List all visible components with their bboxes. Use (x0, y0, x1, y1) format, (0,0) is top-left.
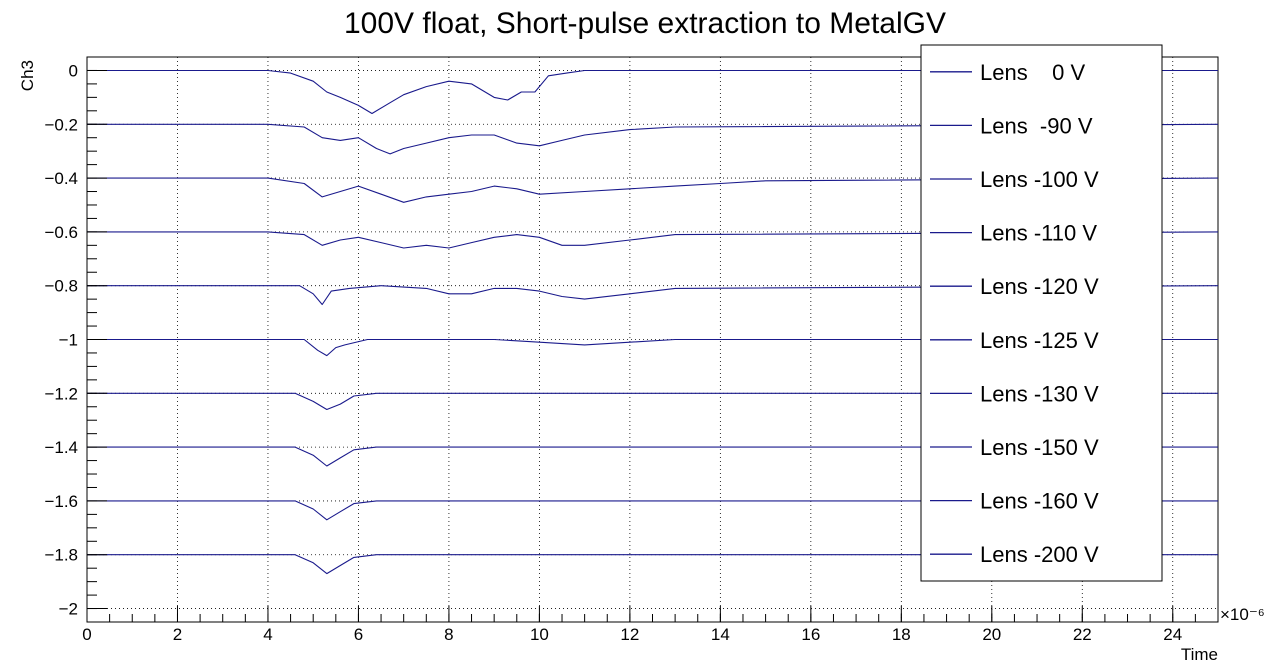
y-tick-label: −1.6 (44, 492, 78, 511)
y-axis-label: Ch3 (18, 60, 37, 91)
y-tick-label: −1.2 (44, 384, 78, 403)
series-line (87, 338, 1218, 357)
x-tick-label: 2 (173, 625, 182, 644)
series-line (87, 392, 1218, 411)
legend-label: Lens 0 V (980, 60, 1086, 85)
x-tick-label: 6 (354, 625, 363, 644)
x-axis-label: Time (1181, 645, 1218, 664)
legend-label: Lens -90 V (980, 113, 1093, 138)
series-lines (87, 69, 1219, 575)
y-tick-label: −2 (59, 600, 78, 619)
x-tick-label: 16 (801, 625, 820, 644)
legend: Lens 0 V Lens -90 V Lens -100 V Lens -110 V… (920, 44, 1163, 582)
x-tick-label: 12 (620, 625, 639, 644)
chart-title: 100V float, Short-pulse extraction to Me… (344, 7, 946, 40)
y-tick-label: −0.4 (44, 169, 78, 188)
series-line (87, 446, 1218, 467)
series-line (87, 123, 1219, 155)
series-line (87, 500, 1218, 521)
legend-label: Lens -120 V (980, 274, 1099, 299)
y-tick-label: −0.8 (44, 277, 78, 296)
legend-box (920, 44, 1163, 582)
x-tick-label: 14 (711, 625, 730, 644)
y-tick-label: −0.2 (44, 115, 78, 134)
series-line (87, 231, 1219, 249)
legend-label: Lens -150 V (980, 435, 1099, 460)
x-tick-label: 22 (1073, 625, 1092, 644)
legend-label: Lens -125 V (980, 328, 1099, 353)
series-line (87, 177, 1219, 203)
x-axis-exponent: ×10⁻⁶ (1220, 605, 1265, 624)
tick-labels: 0 2 4 6 8 10 12 14 16 18 20 22 240−0.2−0.4−0.6−0.8−1… (44, 61, 1182, 644)
series-line (87, 69, 1218, 115)
legend-label: Lens -110 V (980, 221, 1097, 246)
y-tick-label: −0.6 (44, 223, 78, 242)
legend-label: Lens -130 V (980, 381, 1099, 406)
x-tick-label: 4 (263, 625, 272, 644)
x-tick-label: 24 (1163, 625, 1182, 644)
x-tick-label: 18 (892, 625, 911, 644)
x-tick-label: 8 (444, 625, 453, 644)
series-line (87, 285, 1219, 306)
y-tick-label: −1 (59, 331, 78, 350)
axis-ticks (86, 56, 1219, 623)
legend-entries: Lens 0 V Lens -90 V Lens -100 V Lens -110 V… (930, 60, 1099, 567)
y-tick-label: −1.4 (44, 438, 78, 457)
legend-label: Lens -100 V (980, 167, 1099, 192)
y-tick-label: 0 (69, 61, 78, 80)
x-tick-label: 0 (82, 625, 91, 644)
x-tick-label: 10 (530, 625, 549, 644)
legend-label: Lens -160 V (980, 489, 1099, 514)
x-tick-label: 20 (982, 625, 1001, 644)
series-line (87, 554, 1218, 575)
y-tick-label: −1.8 (44, 546, 78, 565)
legend-label: Lens -200 V (980, 542, 1099, 567)
